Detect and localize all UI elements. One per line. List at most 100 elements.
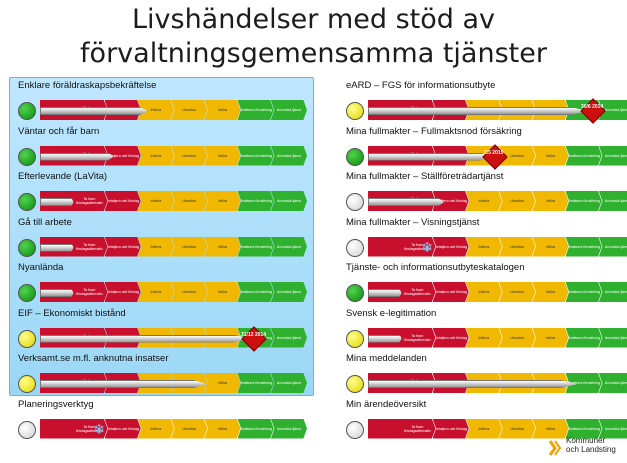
status-indicator-icon (346, 102, 364, 120)
frozen-snowflake-icon: ❄ (93, 420, 105, 437)
project-label: Verksamt.se m.fl. anknutna insatser (18, 353, 169, 364)
phase-segment: Införa (532, 191, 569, 211)
project-row: Planeringsverktyg Ta fram förslagsalterna… (18, 399, 308, 443)
project-label: eARD – FGS för informationsutbyte (346, 80, 496, 91)
phase-segment: Utveckla (499, 191, 536, 211)
phase-segment: Initiera (465, 418, 502, 439)
phase-segment: Realisera förvaltning (237, 282, 274, 302)
phase-segment: Införa (532, 145, 569, 166)
phase-segment: Utveckla (171, 100, 208, 120)
status-indicator-icon (18, 238, 36, 257)
status-indicator-icon (346, 329, 364, 348)
status-indicator-icon (346, 375, 364, 393)
phase-segment: Avveckla tjänst (598, 282, 627, 302)
phase-segment: Realisera förvaltning (237, 418, 274, 439)
status-indicator-icon (18, 102, 36, 120)
phase-segment: Initiera (137, 236, 174, 257)
phase-segment: Införa (204, 100, 241, 120)
progress-arrow (40, 380, 207, 388)
project-label: Svensk e-legitimation (346, 307, 437, 319)
phase-segment: Införa (204, 191, 241, 211)
phase-segment: Realisera förvaltning (237, 373, 274, 393)
progress-arrow (368, 380, 578, 388)
progress-arrow (368, 152, 490, 161)
phase-segment: Realisera förvaltning (565, 282, 602, 302)
project-row: Enklare föräldraskapsbekräftelse Ta fram … (18, 80, 308, 124)
phase-segment: Detaljera valt förslag (432, 282, 469, 302)
phase-segment: Realisera förvaltning (237, 191, 274, 211)
phase-segment: Ta fram förslagsalternativ (399, 282, 436, 302)
phase-segment: Avveckla tjänst (270, 373, 307, 393)
project-label: Enklare föräldraskapsbekräftelse (18, 80, 157, 91)
project-label: Väntar och får barn (18, 125, 100, 137)
project-label: Gå till arbete (18, 216, 72, 228)
phase-segment: Ta fram förslagsalternativ (71, 282, 108, 302)
phase-segment: Avveckla tjänst (598, 191, 627, 211)
milestone-date: 1/5 2015 (483, 149, 504, 156)
logo-line1: Kommuner (566, 436, 606, 445)
project-label: Planeringsverktyg (18, 398, 94, 410)
phase-segment: Ta fram förslagsalternativ (399, 327, 436, 348)
status-indicator-icon (18, 420, 36, 439)
phase-segment: Införa (204, 145, 241, 166)
project-label: Mina fullmakter – Fullmaktsnod försäkrin… (346, 125, 522, 137)
phase-segment: Utveckla (499, 282, 536, 302)
phase-segment: Initiera (465, 191, 502, 211)
project-row: EIF – Ekonomiskt bistånd Ta fram förslags… (18, 308, 308, 352)
phase-segment: Realisera förvaltning (565, 418, 602, 439)
skl-logo: Kommuner och Landsting (548, 436, 627, 462)
phase-segment: Utveckla (171, 145, 208, 166)
milestone-date: 30/6 2014 (580, 104, 604, 110)
phase-segment: Initiera (465, 327, 502, 348)
phase-segment: Detaljera valt förslag (432, 191, 469, 211)
phase-segment: Initiera (137, 191, 174, 211)
project-row: Min ärendeöversikt Ta fram förslagsaltern… (346, 399, 627, 443)
progress-arrow (368, 289, 402, 297)
logo-line2: och Landsting (566, 445, 616, 454)
phase-segment: Utveckla (171, 418, 208, 439)
phase-segment: Detaljera valt förslag (432, 418, 469, 439)
phase-segment: Avveckla tjänst (270, 236, 307, 257)
phase-segment: Utveckla (171, 236, 208, 257)
phase-segment: Detaljera valt förslag (104, 282, 141, 302)
project-row: Gå till arbete Ta fram förslagsalternativ… (18, 217, 308, 261)
project-row: Mina fullmakter – Fullmaktsnod försäkrin… (346, 126, 627, 170)
phase-segment: Införa (532, 418, 569, 439)
phase-segment: Utveckla (499, 145, 536, 166)
phase-segment: Utveckla (171, 282, 208, 302)
progress-arrow (40, 107, 149, 115)
phase-segment: Realisera förvaltning (237, 145, 274, 166)
progress-arrow (368, 334, 402, 343)
project-label: Mina meddelanden (346, 353, 427, 364)
phase-segment: Avveckla tjänst (270, 418, 307, 439)
phase-segment: Införa (204, 236, 241, 257)
project-row: Efterlevande (LaVita) Ta fram förslagsalt… (18, 171, 308, 215)
phase-segment (368, 236, 405, 257)
status-indicator-icon (346, 420, 364, 439)
project-row: Nyanlända Ta fram förslagsalternativ Detal… (18, 262, 308, 306)
status-indicator-icon (346, 193, 364, 211)
phase-segment: Detaljera valt förslag (104, 191, 141, 211)
phase-segment: Avveckla tjänst (270, 100, 307, 120)
project-label: Mina fullmakter – Ställföreträdartjänst (346, 171, 504, 182)
phase-segment: Avveckla tjänst (598, 100, 627, 120)
milestone-date: 31/12 2014 (240, 331, 266, 338)
status-indicator-icon (346, 238, 364, 257)
progress-arrow (368, 198, 445, 206)
project-row: Mina fullmakter – Visningstjänst Ta fram … (346, 217, 627, 261)
phase-segment: Införa (532, 327, 569, 348)
project-row: Mina fullmakter – Ställföreträdartjänst T… (346, 171, 627, 215)
status-indicator-icon (18, 284, 36, 302)
status-indicator-icon (18, 147, 36, 166)
phase-segment: Avveckla tjänst (598, 236, 627, 257)
